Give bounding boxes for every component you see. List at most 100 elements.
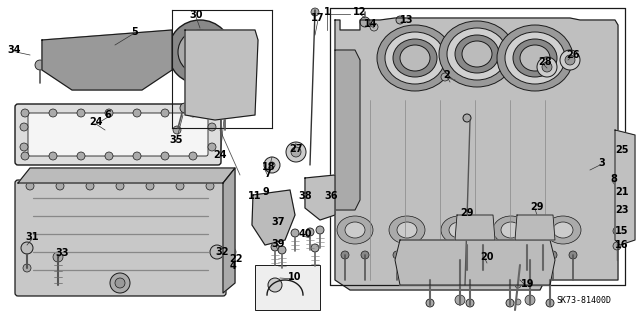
Circle shape [456, 259, 464, 267]
Text: 29: 29 [531, 202, 544, 212]
Circle shape [105, 152, 113, 160]
Text: 30: 30 [189, 10, 203, 20]
Circle shape [621, 148, 629, 156]
Ellipse shape [513, 39, 557, 77]
Text: SK73-81400D: SK73-81400D [556, 296, 611, 305]
Circle shape [526, 259, 534, 267]
Polygon shape [18, 168, 235, 183]
Circle shape [278, 246, 286, 254]
Circle shape [105, 109, 113, 117]
Circle shape [133, 152, 141, 160]
Polygon shape [455, 215, 495, 240]
Ellipse shape [462, 41, 492, 67]
Circle shape [116, 182, 124, 190]
Text: 18: 18 [262, 162, 276, 172]
Polygon shape [335, 50, 360, 210]
Circle shape [189, 152, 197, 160]
Ellipse shape [447, 28, 507, 80]
Polygon shape [515, 215, 555, 240]
Ellipse shape [545, 216, 581, 244]
Circle shape [286, 142, 306, 162]
Text: 25: 25 [615, 145, 628, 155]
Ellipse shape [520, 45, 550, 71]
Circle shape [20, 143, 28, 151]
Circle shape [413, 251, 421, 259]
Text: 2: 2 [444, 70, 451, 80]
Ellipse shape [400, 45, 430, 71]
Circle shape [23, 264, 31, 272]
Text: 28: 28 [538, 57, 552, 67]
Text: 1: 1 [324, 7, 330, 17]
Circle shape [546, 299, 554, 307]
Circle shape [26, 182, 34, 190]
Circle shape [161, 152, 169, 160]
Circle shape [426, 299, 434, 307]
Circle shape [465, 251, 473, 259]
Polygon shape [252, 190, 295, 245]
Text: 4: 4 [230, 261, 236, 271]
Circle shape [560, 50, 580, 70]
Ellipse shape [60, 52, 84, 68]
Circle shape [515, 299, 521, 305]
Circle shape [271, 243, 279, 251]
Polygon shape [42, 30, 172, 90]
Circle shape [565, 55, 575, 65]
Text: 13: 13 [400, 15, 413, 25]
Text: 10: 10 [288, 272, 301, 282]
Circle shape [441, 73, 449, 81]
Ellipse shape [439, 21, 515, 87]
Circle shape [269, 162, 275, 168]
Text: 16: 16 [615, 240, 628, 250]
Text: 32: 32 [215, 247, 228, 257]
Text: 19: 19 [521, 279, 535, 289]
Ellipse shape [129, 55, 143, 65]
Ellipse shape [377, 25, 453, 91]
Circle shape [221, 99, 229, 107]
Circle shape [515, 265, 521, 271]
Circle shape [515, 282, 521, 288]
Circle shape [311, 8, 319, 16]
Circle shape [393, 251, 401, 259]
Circle shape [133, 109, 141, 117]
Text: 35: 35 [169, 135, 183, 145]
Circle shape [20, 123, 28, 131]
Text: 15: 15 [615, 226, 628, 236]
Text: 7: 7 [264, 169, 271, 179]
Circle shape [173, 126, 181, 134]
Ellipse shape [385, 32, 445, 84]
Circle shape [361, 251, 369, 259]
Circle shape [306, 228, 314, 236]
Circle shape [445, 251, 453, 259]
Circle shape [529, 222, 541, 234]
Polygon shape [335, 18, 618, 290]
Ellipse shape [124, 52, 148, 68]
Circle shape [396, 16, 404, 24]
Circle shape [469, 222, 481, 234]
Text: 26: 26 [566, 50, 580, 60]
Ellipse shape [497, 25, 573, 91]
Circle shape [49, 152, 57, 160]
Circle shape [613, 227, 621, 235]
Ellipse shape [501, 222, 521, 238]
Ellipse shape [449, 222, 469, 238]
Polygon shape [395, 240, 555, 285]
Ellipse shape [393, 39, 437, 77]
Text: 27: 27 [289, 144, 303, 154]
Circle shape [291, 229, 299, 237]
Circle shape [206, 182, 214, 190]
Circle shape [569, 251, 577, 259]
Text: 34: 34 [7, 45, 20, 55]
Ellipse shape [553, 222, 573, 238]
Circle shape [497, 251, 505, 259]
Text: 12: 12 [353, 7, 367, 17]
Circle shape [77, 109, 85, 117]
Circle shape [542, 62, 552, 72]
Circle shape [311, 244, 319, 252]
Text: 9: 9 [262, 187, 269, 197]
Circle shape [35, 60, 45, 70]
Ellipse shape [97, 55, 111, 65]
Ellipse shape [389, 216, 425, 244]
Text: 29: 29 [460, 208, 474, 218]
Circle shape [208, 123, 216, 131]
Circle shape [21, 242, 33, 254]
